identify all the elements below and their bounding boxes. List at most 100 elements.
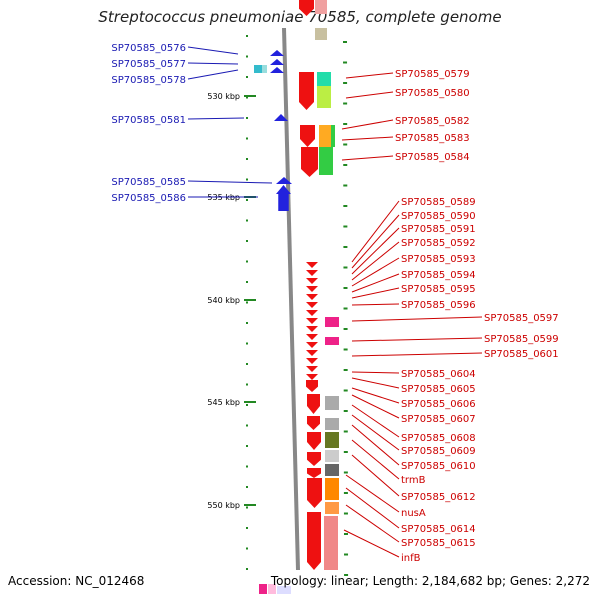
scale-dot-left: [246, 342, 248, 345]
leader-line-right: [341, 119, 394, 130]
leader-line-right: [341, 136, 394, 141]
leader-line-left: [187, 46, 239, 55]
leader-line-right: [351, 387, 400, 404]
gene-label-right: SP70585_0607: [401, 414, 476, 425]
gene-label-right: SP70585_0608: [401, 433, 476, 444]
gene-label-right: SP70585_0595: [401, 284, 476, 295]
gene-label-right: SP70585_0604: [401, 369, 476, 380]
scale-dot-right: [343, 143, 348, 146]
scale-dot-right: [343, 328, 348, 330]
gene-feature-box: [325, 464, 339, 476]
genome-title: Streptococcus pneumoniae 70585, complete…: [98, 8, 502, 26]
leader-line-right: [351, 394, 400, 419]
gene-arrow-reverse: [306, 350, 318, 356]
gene-label-right: SP70585_0596: [401, 300, 476, 311]
gene-label-right: SP70585_0597: [484, 313, 559, 324]
gene-feature-box: [317, 86, 331, 108]
leader-line-right: [351, 377, 400, 389]
gene-feature-box: [254, 65, 262, 73]
scale-dot-right: [343, 307, 348, 310]
leader-line-right: [345, 91, 394, 99]
gene-arrow-reverse: [306, 380, 318, 392]
scale-dot-left: [246, 240, 248, 242]
scale-dot-left: [246, 506, 248, 509]
scale-dot-left: [246, 465, 248, 468]
gene-label-right: SP70585_0590: [401, 211, 476, 222]
gene-feature-box: [319, 147, 333, 175]
scale-dot-right: [343, 246, 348, 248]
leader-line-right: [351, 214, 400, 269]
gene-label-right: SP70585_0583: [395, 133, 470, 144]
leader-line-right: [351, 303, 400, 306]
scale-dot-right: [343, 389, 348, 392]
leader-line-right: [351, 352, 483, 357]
scale-dot-right: [343, 410, 348, 412]
gene-feature-box: [325, 337, 339, 345]
scale-dot-right: [343, 287, 348, 289]
leader-line-right: [345, 474, 400, 513]
gene-feature-box: [325, 502, 339, 514]
gene-arrow-reverse: [306, 262, 318, 268]
gene-arrow-reverse: [306, 278, 318, 284]
scale-dot-left: [246, 363, 248, 365]
gene-arrow-forward: [270, 50, 284, 56]
kbp-tick-label: 545 kbp: [207, 398, 240, 407]
leader-line-right: [341, 155, 394, 161]
gene-arrow-reverse: [306, 334, 318, 340]
genome-backbone: [282, 27, 300, 571]
gene-label-right: SP70585_0582: [395, 116, 470, 127]
leader-line-right: [351, 316, 483, 322]
scale-dot-right: [343, 512, 348, 515]
leader-line-right: [351, 273, 400, 293]
gene-label-right: SP70585_0605: [401, 384, 476, 395]
leader-line-right: [351, 257, 400, 287]
scale-dot-left: [246, 137, 248, 140]
leader-line-right: [351, 454, 400, 497]
scale-dot-left: [246, 527, 248, 529]
gene-arrow-reverse: [301, 147, 318, 177]
gene-label-right: infB: [401, 553, 421, 564]
gene-feature-box: [317, 72, 331, 86]
gene-label-left: SP70585_0586: [111, 193, 186, 204]
gene-arrow-reverse: [307, 452, 321, 466]
gene-label-right: SP70585_0591: [401, 224, 476, 235]
leader-line-right: [351, 200, 400, 263]
gene-arrow-reverse: [307, 432, 321, 450]
scale-dot-left: [246, 404, 248, 406]
gene-label-left: SP70585_0581: [111, 115, 186, 126]
gene-label-right: SP70585_0601: [484, 349, 559, 360]
gene-arrow-reverse: [306, 358, 318, 364]
gene-label-right: SP70585_0584: [395, 152, 470, 163]
scale-dot-right: [343, 430, 348, 433]
leader-line-right: [351, 439, 400, 480]
gene-feature-box: [259, 584, 267, 594]
scale-dot-left: [246, 55, 248, 58]
gene-label-right: SP70585_0614: [401, 524, 476, 535]
gene-label-right: SP70585_0589: [401, 197, 476, 208]
gene-label-left: SP70585_0585: [111, 177, 186, 188]
gene-feature-box: [325, 432, 339, 448]
gene-label-right: SP70585_0579: [395, 69, 470, 80]
scale-dot-right: [343, 348, 348, 351]
leader-line-right: [345, 72, 394, 79]
gene-feature-box: [262, 65, 267, 73]
scale-dot-left: [246, 568, 248, 570]
leader-line-left: [187, 180, 273, 184]
gene-feature-box: [331, 125, 335, 147]
gene-feature-box: [325, 478, 339, 500]
gene-label-left: SP70585_0576: [111, 43, 186, 54]
kbp-tick-label: 530 kbp: [207, 92, 240, 101]
gene-label-right: SP70585_0612: [401, 492, 476, 503]
scale-dot-right: [343, 533, 348, 535]
gene-arrow-reverse: [307, 512, 321, 570]
scale-dot-right: [343, 205, 348, 207]
gene-label-right: SP70585_0580: [395, 88, 470, 99]
leader-line-right: [345, 487, 400, 529]
scale-dot-left: [246, 117, 248, 119]
gene-arrow-reverse: [306, 318, 318, 324]
scale-dot-left: [246, 281, 248, 283]
leader-line-right: [343, 529, 400, 558]
scale-dot-left: [246, 158, 248, 160]
scale-dot-left: [246, 383, 248, 386]
leader-line-right: [351, 241, 400, 281]
